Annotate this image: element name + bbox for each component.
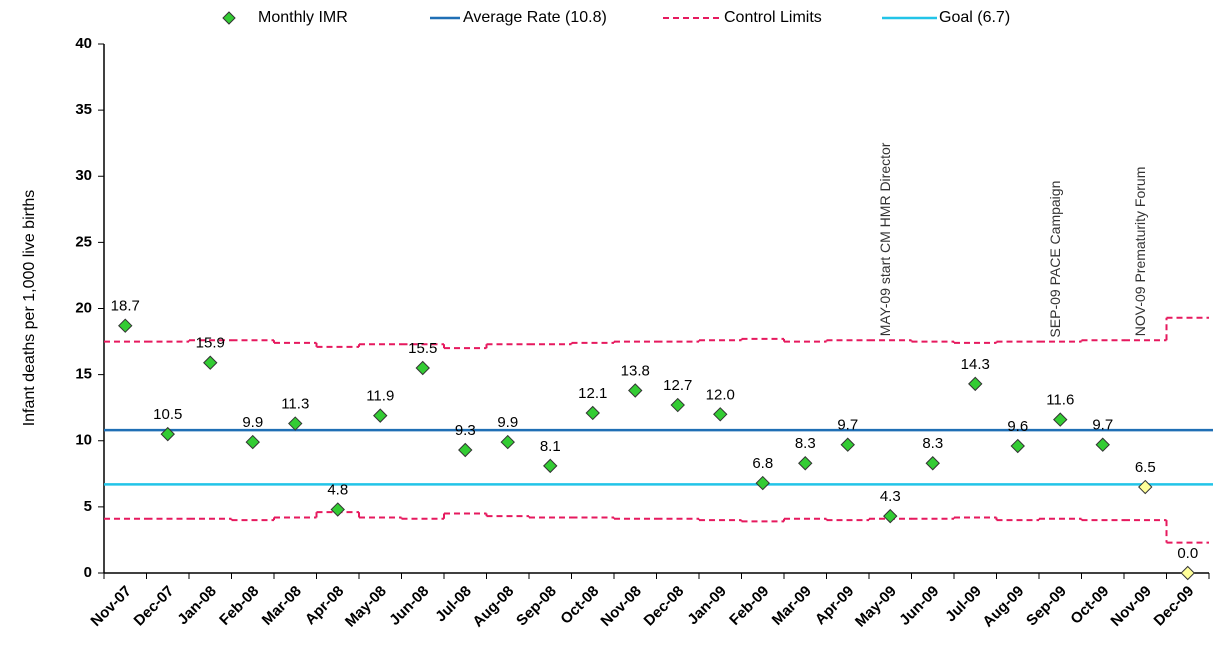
- x-tick-label: Aug-08: [469, 583, 517, 631]
- value-label: 13.8: [621, 362, 650, 379]
- data-point: [203, 355, 218, 370]
- data-point: [288, 416, 303, 431]
- x-tick-label: May-08: [342, 583, 390, 631]
- value-label: 9.7: [837, 417, 858, 434]
- value-label: 11.3: [281, 396, 309, 413]
- data-point: [840, 437, 855, 452]
- legend-label: Monthly IMR: [258, 9, 348, 26]
- value-label: 4.3: [880, 488, 901, 505]
- data-point: [925, 456, 940, 471]
- value-label: 8.1: [540, 438, 561, 455]
- value-label: 9.9: [497, 414, 518, 431]
- data-point: [1053, 412, 1068, 427]
- x-tick-label: Feb-08: [216, 583, 262, 629]
- data-point: [1180, 565, 1195, 581]
- value-label: 6.8: [752, 455, 773, 472]
- data-point: [1138, 479, 1153, 495]
- value-label: 15.5: [408, 340, 437, 357]
- x-tick-label: Mar-08: [259, 583, 305, 629]
- data-point: [968, 376, 983, 392]
- data-point: [373, 408, 388, 423]
- x-tick-label: Sep-08: [513, 583, 560, 630]
- y-tick-label: 15: [75, 366, 92, 383]
- value-label: 8.3: [795, 435, 816, 452]
- x-tick-label: Apr-08: [302, 583, 348, 629]
- annotation: NOV-09 Prematurity Forum: [1132, 167, 1148, 337]
- value-label: 8.3: [922, 435, 943, 452]
- value-label: 15.9: [196, 335, 225, 352]
- annotation: SEP-09 PACE Campaign: [1047, 181, 1063, 338]
- y-tick-label: 20: [75, 299, 92, 316]
- data-point: [883, 508, 898, 524]
- value-label: 9.3: [455, 422, 476, 439]
- y-tick-label: 10: [75, 432, 92, 449]
- y-tick-label: 30: [75, 167, 92, 184]
- y-axis-label: Infant deaths per 1,000 live births: [21, 190, 38, 427]
- data-point: [118, 318, 133, 333]
- value-label: 9.7: [1092, 417, 1113, 434]
- data-point: [585, 405, 600, 421]
- value-label: 6.5: [1135, 459, 1156, 476]
- value-label: 12.1: [578, 385, 607, 402]
- legend-marker: [222, 11, 236, 25]
- data-point: [713, 407, 728, 422]
- data-point: [798, 456, 813, 471]
- data-point: [628, 383, 643, 398]
- value-label: 10.5: [153, 406, 182, 423]
- value-label: 11.6: [1046, 392, 1074, 409]
- value-label: 14.3: [961, 356, 990, 373]
- x-tick-label: Jun-09: [896, 583, 942, 629]
- data-point: [670, 397, 685, 413]
- y-tick-label: 25: [75, 233, 92, 250]
- x-tick-label: Sep-09: [1023, 583, 1070, 630]
- x-tick-label: May-09: [852, 583, 900, 631]
- x-tick-label: Nov-08: [597, 583, 644, 630]
- x-tick-label: Dec-08: [641, 583, 688, 630]
- data-point: [245, 434, 260, 450]
- x-tick-label: Apr-09: [812, 583, 858, 629]
- x-tick-label: Mar-09: [769, 583, 815, 629]
- value-label: 9.6: [1007, 418, 1028, 435]
- y-tick-label: 35: [75, 101, 92, 118]
- x-tick-label: Dec-09: [1151, 583, 1198, 630]
- x-tick-label: Nov-07: [87, 583, 134, 630]
- y-tick-label: 40: [75, 35, 92, 52]
- x-tick-label: Feb-09: [726, 583, 772, 629]
- data-point: [755, 475, 770, 491]
- y-tick-label: 0: [84, 564, 92, 581]
- data-point: [160, 426, 175, 442]
- data-point: [458, 442, 473, 458]
- value-label: 11.9: [366, 388, 394, 405]
- value-label: 0.0: [1177, 545, 1198, 562]
- value-label: 18.7: [111, 298, 140, 315]
- y-tick-label: 5: [84, 498, 92, 515]
- value-label: 12.0: [706, 386, 735, 403]
- x-tick-label: Oct-08: [557, 583, 602, 628]
- value-label: 9.9: [242, 414, 263, 431]
- annotation: MAY-09 start CM HMR Director: [877, 142, 893, 336]
- value-label: 12.7: [663, 377, 692, 394]
- x-tick-label: Dec-07: [131, 583, 178, 630]
- x-tick-label: Oct-09: [1067, 583, 1112, 628]
- legend-label: Goal (6.7): [939, 9, 1010, 26]
- value-label: 4.8: [327, 481, 348, 498]
- x-tick-label: Aug-09: [979, 583, 1027, 631]
- data-point: [543, 458, 558, 474]
- data-point: [500, 434, 515, 450]
- x-tick-label: Jan-08: [174, 583, 220, 629]
- data-point: [1095, 437, 1110, 452]
- x-tick-label: Jan-09: [684, 583, 730, 629]
- x-tick-label: Nov-09: [1107, 583, 1154, 630]
- legend-label: Control Limits: [724, 9, 822, 26]
- data-point: [415, 360, 430, 376]
- data-point: [330, 502, 345, 517]
- x-tick-label: Jun-08: [386, 583, 432, 629]
- legend-label: Average Rate (10.8): [463, 9, 607, 26]
- data-point: [1010, 438, 1025, 454]
